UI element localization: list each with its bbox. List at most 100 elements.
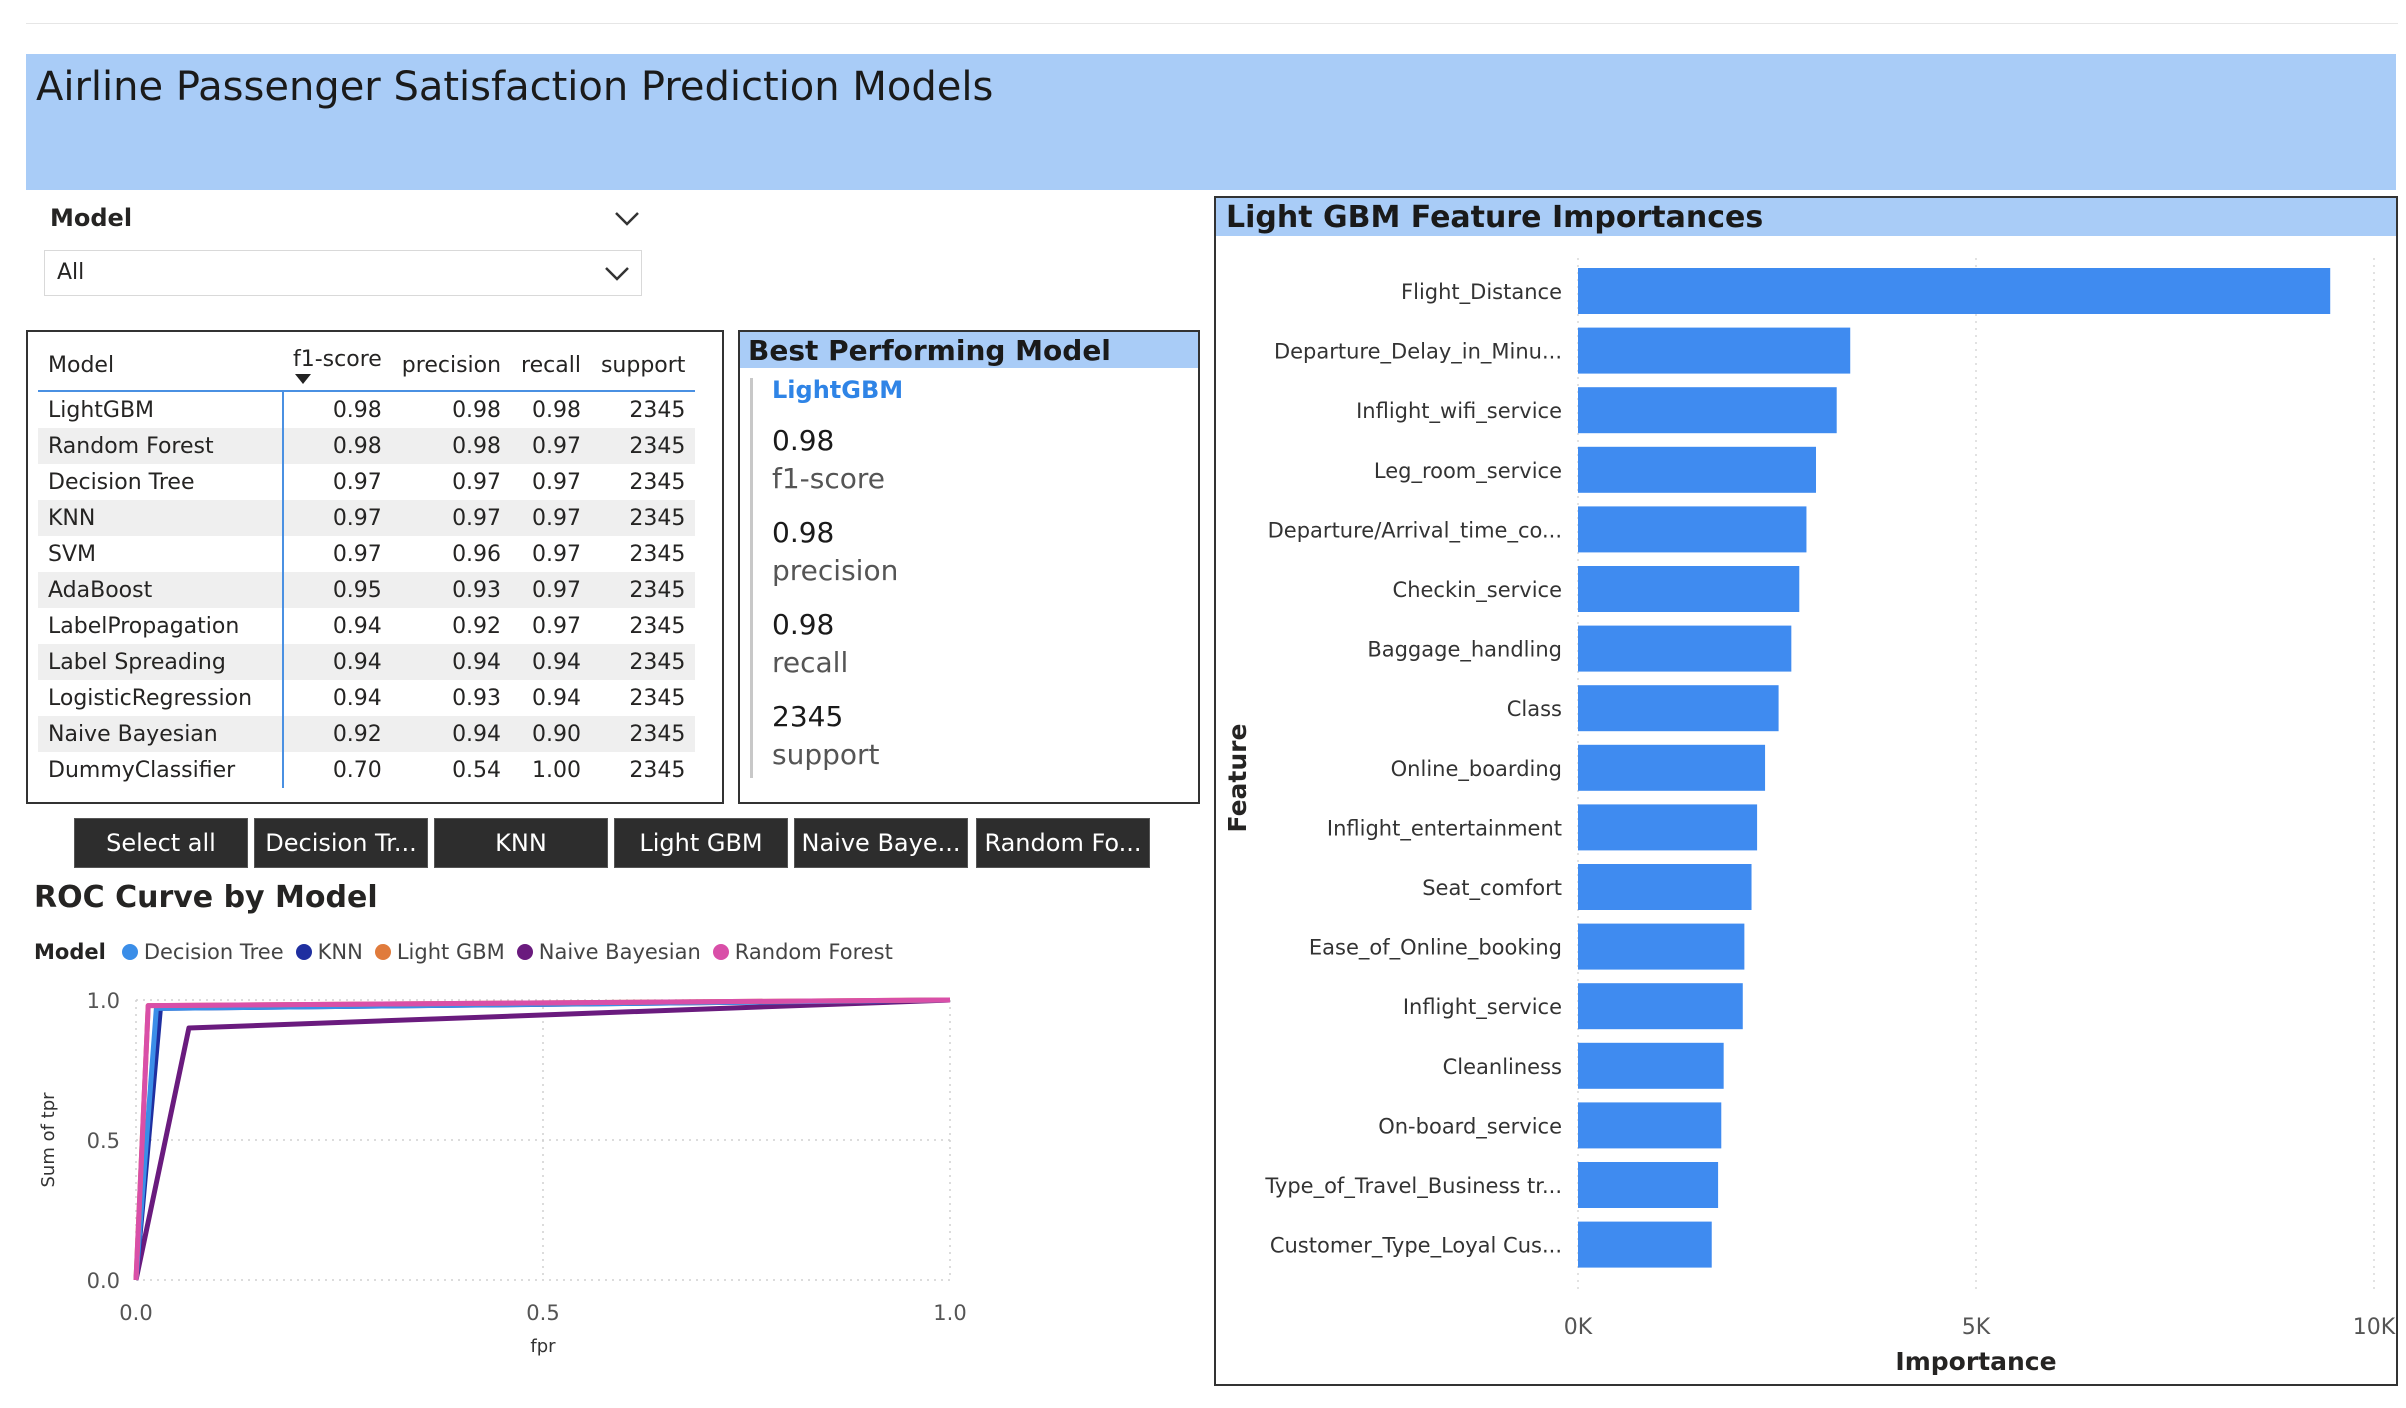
bar[interactable] (1578, 1102, 1722, 1149)
cell-support: 2345 (629, 613, 686, 639)
column-header-f1-label: f1-score (293, 346, 382, 372)
table-row[interactable]: KNN 0.97 0.97 0.97 2345 (38, 500, 696, 536)
random-forest-button[interactable]: Random Fo... (976, 818, 1150, 868)
table-row[interactable]: LabelPropagation 0.94 0.92 0.97 2345 (38, 608, 695, 644)
chevron-down-icon[interactable] (612, 206, 642, 230)
select-all-button[interactable]: Select all (74, 818, 248, 868)
kpi-support-label: support (772, 738, 880, 771)
legend-dot-icon (295, 944, 312, 960)
series-line[interactable] (133, 997, 951, 1281)
roc-legend: Model Decision Tree KNN Light GBM Naive Bay… (34, 940, 905, 964)
metrics-table-card: Model f1-score precision recall support … (26, 330, 724, 804)
bar[interactable] (1578, 387, 1837, 434)
cell-model: LightGBM (38, 391, 284, 428)
table-body: LightGBM 0.98 0.98 0.98 2345 Random Forest 0.9… (38, 391, 696, 788)
cell-precision: 0.94 (391, 644, 512, 680)
cell-model: DummyClassifier (38, 752, 284, 788)
bar[interactable] (1578, 446, 1817, 493)
category-label: On-board_service (1378, 1114, 1562, 1139)
cell-model: Naive Bayesian (38, 716, 284, 752)
knn-button[interactable]: KNN (434, 818, 608, 868)
cell-precision: 0.54 (452, 757, 502, 783)
bar[interactable] (1578, 625, 1792, 672)
feature-importance-chart: 0K 5K 10K Flight_Distance Departure_Delay_in… (1223, 258, 2396, 1376)
table-row[interactable]: Label Spreading 0.94 0.94 0.94 2345 (38, 644, 696, 680)
model-dropdown-value: All (57, 260, 85, 285)
bar[interactable] (1578, 685, 1779, 732)
legend-item[interactable]: KNN (295, 940, 363, 964)
card-accent-bar (750, 378, 753, 778)
decision-tree-button[interactable]: Decision Tr... (254, 818, 428, 868)
category-label: Checkin_service (1393, 578, 1562, 603)
cell-support: 2345 (590, 500, 696, 536)
column-header-f1-score[interactable]: f1-score (283, 340, 392, 392)
cell-precision: 0.97 (391, 500, 512, 536)
x-tick-label: 1.0 (933, 1301, 966, 1325)
x-tick-label: 10K (2353, 1315, 2396, 1340)
model-dropdown[interactable]: All (44, 250, 642, 296)
cell-f1-score: 0.97 (283, 500, 392, 536)
bar[interactable] (1578, 268, 2331, 314)
bar[interactable] (1578, 566, 1800, 612)
x-tick-label: 0.5 (526, 1301, 559, 1325)
category-label: Online_boarding (1391, 757, 1562, 782)
cell-support: 2345 (590, 572, 696, 608)
category-label: Inflight_service (1403, 995, 1562, 1020)
table-row[interactable]: AdaBoost 0.95 0.93 0.97 2345 (38, 572, 696, 608)
legend-item[interactable]: Decision Tree (121, 940, 284, 964)
category-label: Seat_comfort (1422, 876, 1562, 901)
cell-f1-score: 0.94 (283, 644, 392, 680)
table-row[interactable]: Decision Tree 0.97 0.97 0.97 2345 (38, 464, 695, 500)
cell-recall: 0.97 (531, 469, 581, 495)
column-header-support[interactable]: support (590, 340, 696, 392)
best-model-title: Best Performing Model (748, 334, 1111, 367)
table-row[interactable]: Naive Bayesian 0.92 0.94 0.90 2345 (38, 716, 696, 752)
table-row[interactable]: Random Forest 0.98 0.98 0.97 2345 (38, 428, 696, 464)
top-divider (26, 23, 2398, 24)
bar[interactable] (1578, 804, 1758, 851)
cell-f1-score: 0.94 (332, 613, 382, 639)
cell-f1-score: 0.94 (332, 685, 382, 711)
bar[interactable] (1578, 1042, 1724, 1089)
series-line[interactable] (133, 997, 951, 1281)
legend-item[interactable]: Naive Bayesian (516, 940, 701, 964)
bar[interactable] (1578, 864, 1752, 910)
table-row[interactable]: LogisticRegression 0.94 0.93 0.94 2345 (38, 680, 695, 716)
cell-model: LabelPropagation (38, 608, 284, 644)
table-row[interactable]: LightGBM 0.98 0.98 0.98 2345 (38, 391, 695, 428)
light-gbm-button[interactable]: Light GBM (614, 818, 788, 868)
bar[interactable] (1578, 1162, 1719, 1208)
bar[interactable] (1578, 744, 1766, 791)
legend-dot-icon (374, 944, 391, 960)
category-label: Inflight_entertainment (1327, 816, 1562, 841)
table-header-row: Model f1-score precision recall support (38, 340, 696, 392)
bar[interactable] (1578, 983, 1743, 1030)
category-label: Flight_Distance (1401, 280, 1562, 305)
column-header-recall[interactable]: recall (511, 340, 591, 392)
table-row[interactable]: DummyClassifier 0.70 0.54 1.00 2345 (38, 752, 695, 788)
table-row[interactable]: SVM 0.97 0.96 0.97 2345 (38, 536, 695, 572)
y-axis-label: Sum of tpr (38, 1092, 59, 1188)
roc-chart: 0.0 0.0 0.5 0.5 1.0 1.0 fpr Sum of tpr (38, 989, 967, 1357)
legend-dot-icon (712, 944, 729, 960)
cell-f1-score: 0.98 (283, 428, 392, 464)
cell-model: AdaBoost (38, 572, 284, 608)
kpi-support-value: 2345 (772, 700, 844, 733)
column-header-model[interactable]: Model (38, 340, 283, 392)
bar[interactable] (1578, 506, 1807, 553)
cell-f1-score: 0.97 (332, 541, 382, 567)
bar[interactable] (1578, 327, 1851, 374)
cell-precision: 0.93 (391, 572, 512, 608)
legend-item[interactable]: Random Forest (712, 940, 893, 964)
kpi-recall-label: recall (772, 646, 849, 679)
bar[interactable] (1578, 923, 1745, 970)
column-header-precision[interactable]: precision (391, 340, 512, 392)
naive-bayesian-button[interactable]: Naive Baye... (794, 818, 968, 868)
legend-item[interactable]: Light GBM (374, 940, 505, 964)
cell-support: 2345 (629, 397, 686, 423)
cell-recall: 0.97 (511, 572, 591, 608)
category-label: Ease_of_Online_booking (1309, 936, 1562, 961)
bar[interactable] (1578, 1221, 1712, 1268)
cell-recall: 0.97 (531, 541, 581, 567)
category-label: Type_of_Travel_Business tr... (1264, 1174, 1562, 1199)
